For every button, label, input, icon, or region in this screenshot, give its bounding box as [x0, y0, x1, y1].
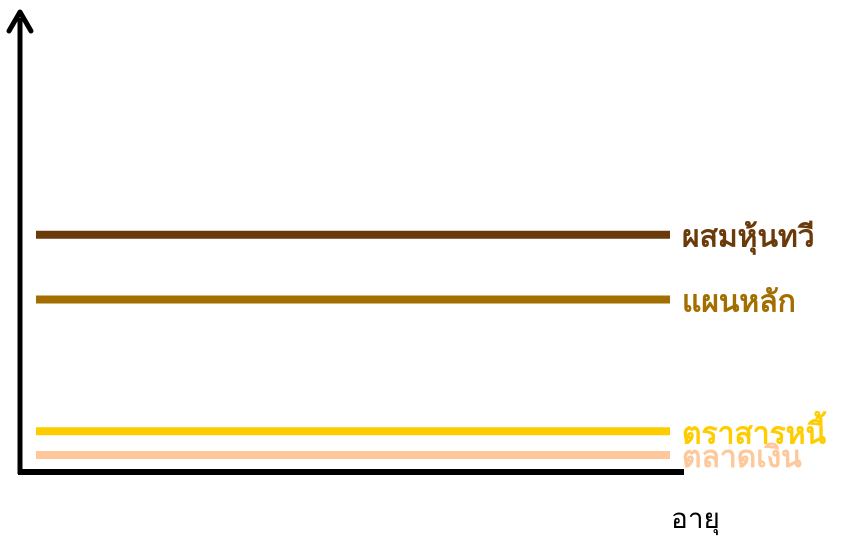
x-axis-label: อายุ [671, 502, 720, 536]
series-label-3: ตลาดเงิน [682, 440, 802, 475]
series-label-1: แผนหลัก [682, 285, 796, 320]
series-label-0: ผสมหุ้นทวี [682, 220, 815, 256]
y-axis [6, 9, 34, 474]
y-axis-arrow-icon [6, 9, 34, 34]
series-label-2: ตราสารหนี้ [682, 410, 827, 451]
